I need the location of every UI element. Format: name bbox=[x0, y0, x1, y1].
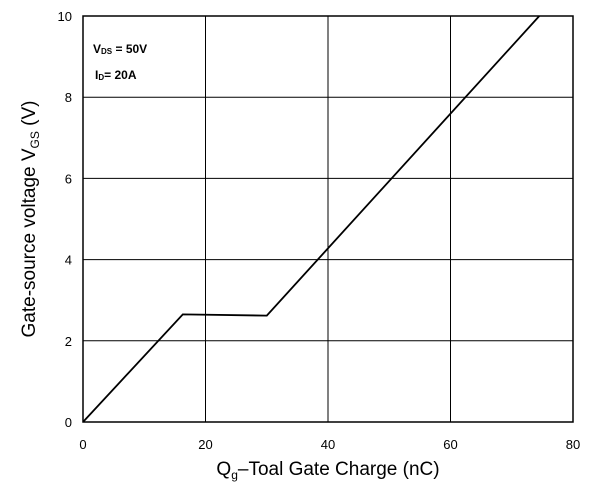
y-tick-label: 6 bbox=[65, 171, 72, 186]
grid-lines bbox=[83, 16, 573, 422]
y-axis-title: Gate-source voltage VGS (V) bbox=[19, 101, 42, 338]
y-tick-label: 2 bbox=[65, 334, 72, 349]
x-axis-title: Qg–Toal Gate Charge (nC) bbox=[216, 459, 439, 482]
y-tick-label: 8 bbox=[65, 90, 72, 105]
x-tick-label: 40 bbox=[321, 437, 335, 452]
plot-frame bbox=[82, 15, 574, 423]
x-tick-labels: 0 20 40 60 80 bbox=[79, 437, 580, 452]
series-line bbox=[82, 15, 540, 423]
y-tick-label: 4 bbox=[65, 253, 72, 268]
annotation-vds: VDS = 50V bbox=[93, 42, 147, 56]
x-tick-label: 0 bbox=[79, 437, 86, 452]
y-tick-label: 10 bbox=[58, 9, 72, 24]
x-tick-label: 60 bbox=[443, 437, 457, 452]
x-tick-label: 20 bbox=[198, 437, 212, 452]
y-tick-label: 0 bbox=[65, 415, 72, 430]
y-tick-labels: 0 2 4 6 8 10 bbox=[58, 9, 72, 430]
x-tick-label: 80 bbox=[566, 437, 580, 452]
annotation-id: ID= 20A bbox=[95, 68, 137, 82]
